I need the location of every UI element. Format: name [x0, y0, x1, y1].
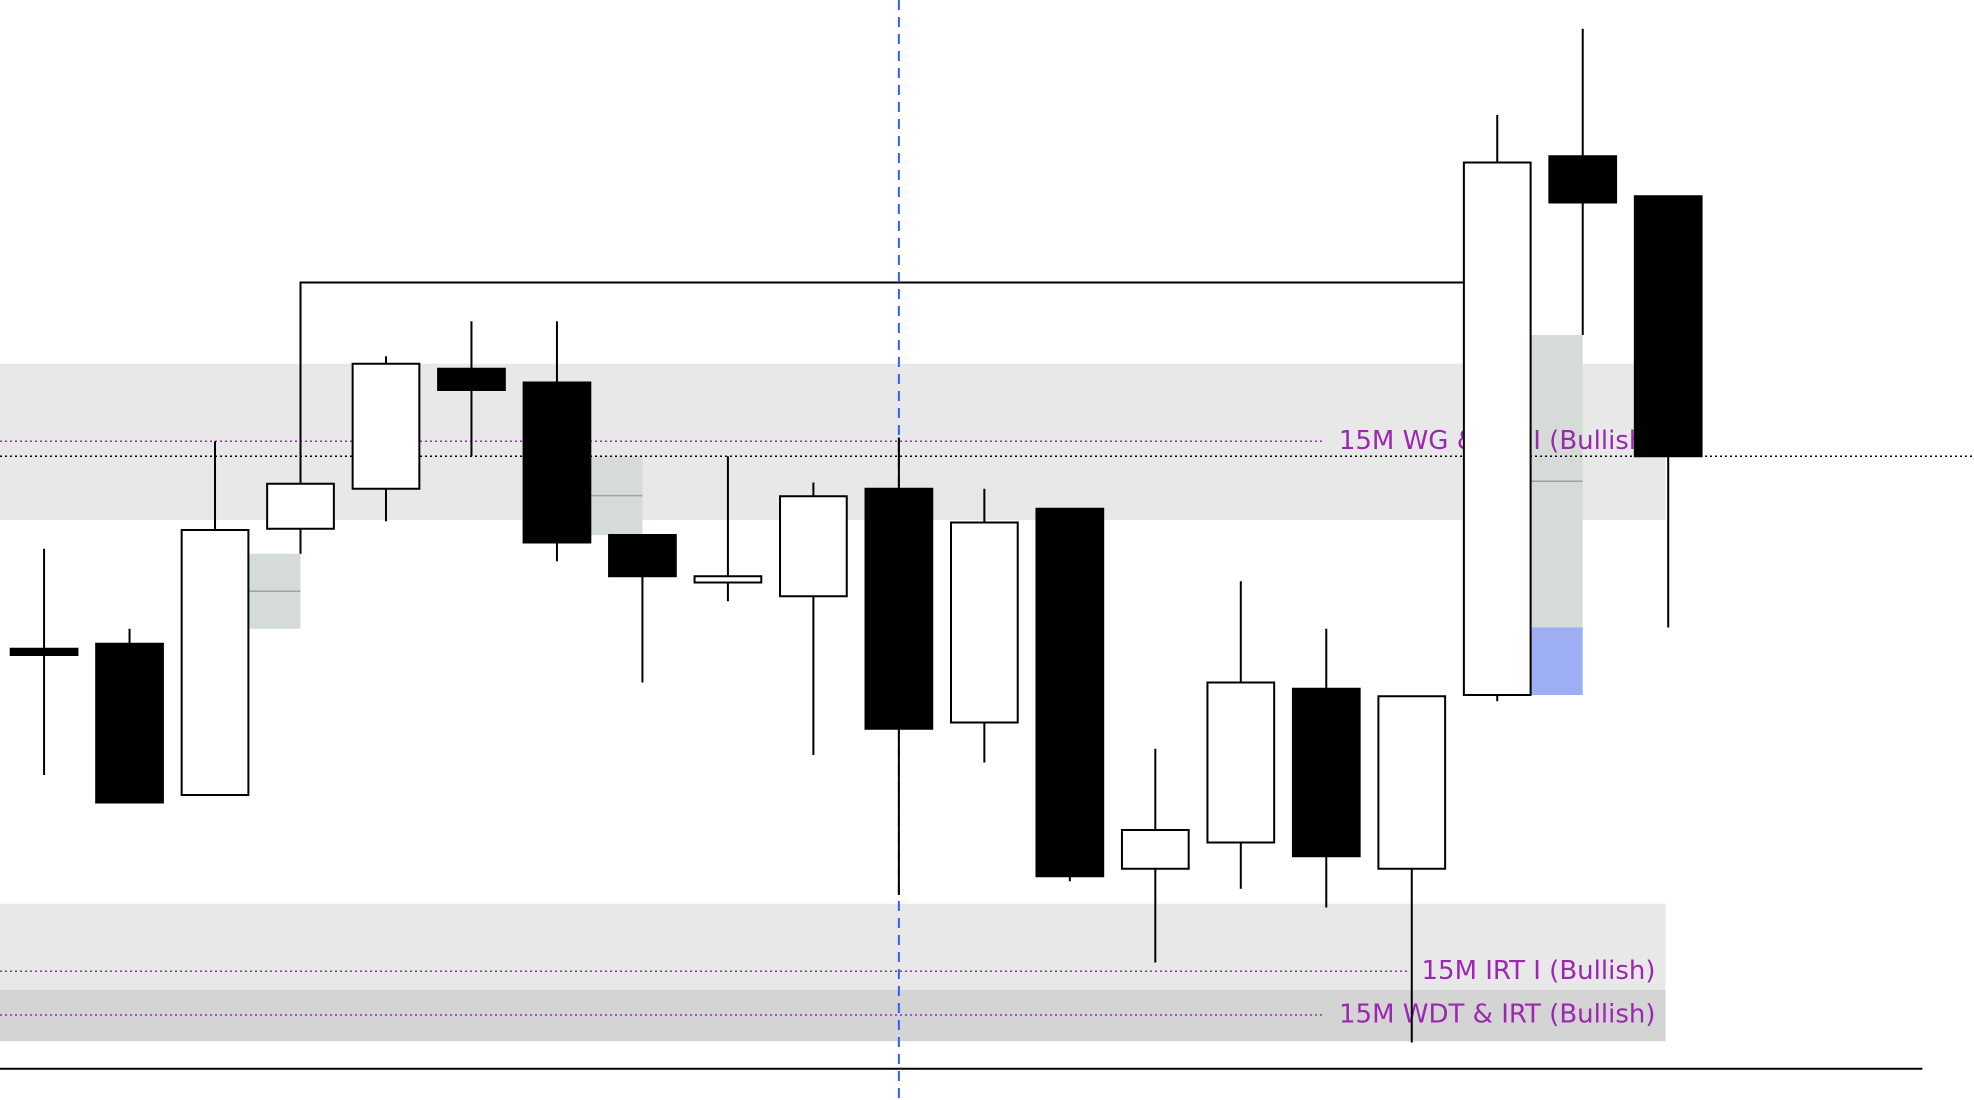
candle-body — [1462, 161, 1532, 696]
bracket-line — [299, 281, 1464, 484]
candle-body — [1035, 507, 1105, 878]
candle-body — [180, 529, 250, 796]
candle-body — [266, 482, 335, 530]
candle-body — [949, 521, 1019, 724]
candle-body — [437, 367, 506, 391]
level-label: 15M IRT I (Bullish) — [1421, 956, 1655, 986]
zone — [0, 990, 1666, 1042]
candle-body — [1120, 829, 1190, 870]
gap-box — [1530, 627, 1583, 695]
candle-body — [95, 642, 164, 804]
candle-body — [1548, 155, 1618, 204]
candle-body — [779, 495, 848, 598]
candle-body — [1633, 195, 1703, 458]
candle-body — [1206, 681, 1276, 844]
candle-body — [1377, 695, 1447, 870]
level-label: 15M WDT & IRT (Bullish) — [1339, 1000, 1655, 1030]
candle-body — [864, 487, 934, 730]
candle-body — [608, 534, 677, 578]
zone — [0, 903, 1666, 990]
candle-body — [693, 575, 763, 584]
candle-body — [9, 647, 79, 656]
candle-body — [522, 381, 592, 544]
candle-body — [351, 362, 421, 490]
candle-body — [1291, 687, 1361, 858]
